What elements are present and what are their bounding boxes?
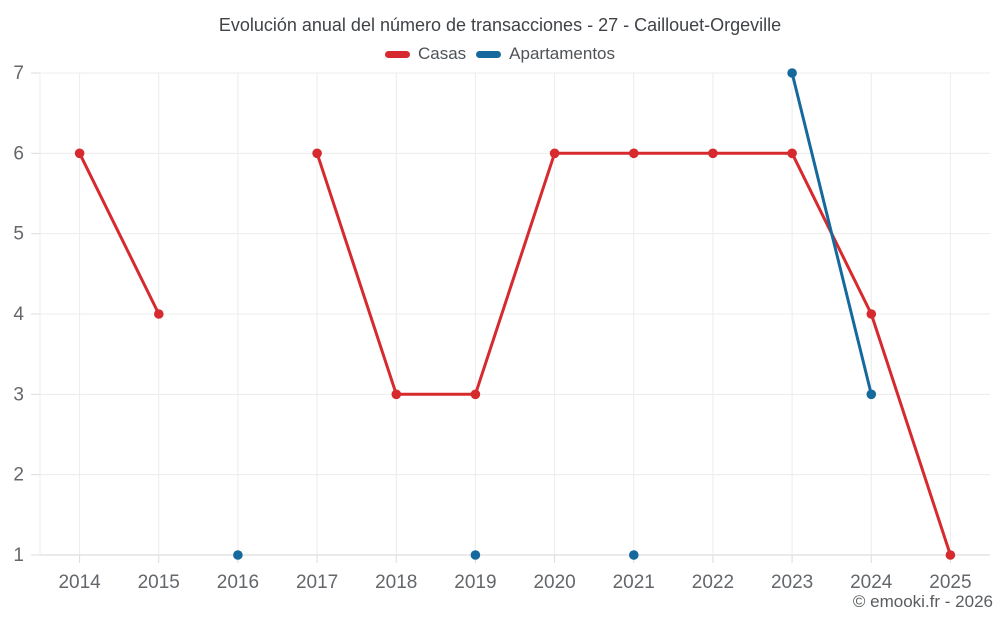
point-apartamentos-2023[interactable] [787,68,797,78]
point-casas-2018[interactable] [391,389,402,400]
point-casas-2015[interactable] [154,309,164,319]
y-tick-label: 1 [13,545,24,566]
x-tick-label: 2018 [375,572,417,593]
x-tick-label: 2024 [850,572,893,593]
x-tick-label: 2020 [533,572,575,593]
chart-title: Evolución anual del número de transaccio… [218,15,782,35]
point-apartamentos-2024[interactable] [866,389,877,400]
point-casas-2021[interactable] [629,148,639,159]
x-tick-label: 2023 [771,572,813,593]
legend-label-casas: Casas [417,44,467,63]
point-casas-2023[interactable] [787,148,797,159]
series-line-casas [78,151,952,557]
x-tick-label: 2022 [692,572,734,593]
attribution: © emooki.fr - 2026 [852,592,993,611]
y-tick-label: 3 [13,384,24,405]
point-casas-2019[interactable] [470,389,481,400]
legend-item-casas[interactable]: Casas [384,44,467,64]
legend-label-apartamentos: Apartamentos [509,44,616,63]
casas-legend-swatch-icon [384,50,410,58]
y-tick-label: 5 [13,224,24,245]
x-tick-label: 2016 [217,572,259,593]
y-tick-label: 7 [13,63,24,84]
legend-item-apartamentos[interactable]: Apartamentos [476,44,615,64]
point-casas-2025[interactable] [945,550,956,560]
y-tick-label: 4 [13,304,24,325]
x-tick-label: 2021 [613,572,655,593]
x-tick-label: 2014 [58,572,101,593]
x-tick-label: 2015 [138,572,180,593]
point-casas-2017[interactable] [312,148,322,159]
point-casas-2024[interactable] [866,309,877,319]
apartamentos-legend-swatch-icon [476,50,502,58]
point-casas-2022[interactable] [708,148,718,159]
y-tick-label: 6 [13,143,24,164]
x-tick-label: 2019 [454,572,496,593]
point-casas-2014[interactable] [74,148,85,159]
point-apartamentos-2016[interactable] [233,550,243,560]
point-apartamentos-2021[interactable] [629,550,639,560]
point-apartamentos-2019[interactable] [470,550,481,560]
x-tick-label: 2025 [929,572,971,593]
legend: Casas Apartamentos [0,44,1000,64]
y-tick-label: 2 [13,465,24,486]
x-tick-label: 2017 [296,572,338,593]
series-line-apartamentos [790,71,873,396]
point-casas-2020[interactable] [549,148,560,159]
